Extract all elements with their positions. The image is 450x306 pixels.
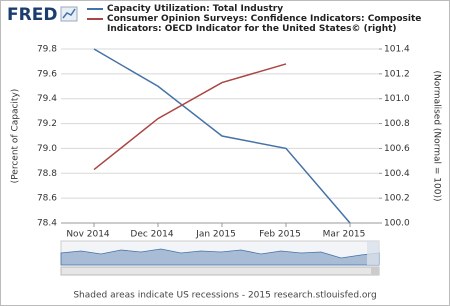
y-axis-label: (Percent of Capacity) (11, 89, 21, 184)
series-line (93, 48, 351, 224)
x-tick-label: Dec 2014 (130, 230, 173, 240)
y2-tick-label: 101.2 (384, 69, 410, 79)
logo: FRED (7, 5, 57, 25)
x-tick-label: Mar 2015 (323, 230, 366, 240)
x-tick-label: Nov 2014 (66, 230, 110, 240)
logo-icon (60, 6, 78, 22)
y2-tick-label: 101.0 (384, 94, 410, 104)
y-tick-label: 78.4 (37, 219, 57, 229)
y2-axis-label: (Normalised (Normal = 100)) (432, 71, 442, 202)
y-tick-label: 79.2 (37, 119, 57, 129)
y-tick-label: 79.4 (37, 94, 57, 104)
plot-area (61, 41, 379, 223)
y2-tick-label: 100.6 (384, 144, 410, 154)
footer: Shaded areas indicate US recessions - 20… (73, 291, 376, 301)
x-tick-label: Feb 2015 (259, 230, 301, 240)
y-tick-label: 79.8 (37, 45, 57, 55)
y-tick-label: 79.6 (37, 69, 57, 79)
y2-tick-label: 100.8 (384, 119, 410, 129)
legend-swatch (87, 8, 103, 10)
legend-swatch (87, 18, 103, 20)
y2-tick-label: 100.2 (384, 194, 410, 204)
legend: Capacity Utilization: Total Industry Cons… (87, 4, 447, 34)
series-line (93, 63, 287, 171)
y2-tick-label: 100.0 (384, 219, 410, 229)
y-tick-label: 78.6 (37, 194, 57, 204)
y-tick-label: 78.8 (37, 169, 57, 179)
y2-tick-label: 100.4 (384, 169, 410, 179)
legend-item: Capacity Utilization: Total Industry (87, 4, 447, 14)
x-tick-label: Jan 2015 (195, 230, 236, 240)
legend-label: Consumer Opinion Surveys: Confidence Ind… (107, 14, 422, 34)
y-tick-label: 79.0 (37, 144, 57, 154)
legend-label: Capacity Utilization: Total Industry (107, 4, 284, 14)
legend-item: Consumer Opinion Surveys: Confidence Ind… (87, 14, 447, 34)
y2-tick-label: 101.4 (384, 45, 410, 55)
navigator (60, 240, 380, 276)
